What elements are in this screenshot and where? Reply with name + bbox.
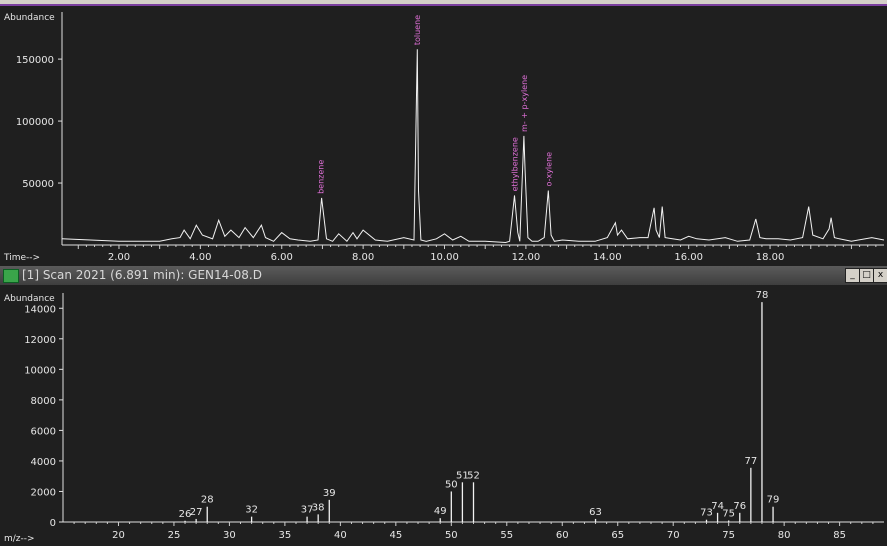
tic-peak-label: m- + p-xylene — [520, 75, 529, 132]
mass-spectrum-panel[interactable]: 14000 12000 10000 8000 6000 4000 2000 0 20 25 30 35… — [0, 285, 887, 546]
ms-y-tick-label: 10000 — [24, 365, 56, 376]
tic-x-tick-label: 14.00 — [593, 252, 622, 263]
tic-peak-label: benzene — [316, 160, 325, 194]
ms-y-axis-label: Abundance — [4, 294, 55, 304]
ms-peak-label: 32 — [245, 505, 258, 516]
ms-y-tick-label: 2000 — [31, 487, 56, 498]
spectrum-window-icon — [3, 269, 19, 283]
ms-x-tick-label: 60 — [556, 530, 569, 541]
ms-y-tick-label: 6000 — [31, 426, 56, 437]
tic-x-tick-label: 12.00 — [512, 252, 541, 263]
ms-x-tick-label: 85 — [833, 530, 846, 541]
tic-x-tick-label: 2.00 — [108, 252, 130, 263]
tic-x-tick-label: 18.00 — [756, 252, 785, 263]
spectrum-window-titlebar[interactable]: [1] Scan 2021 (6.891 min): GEN14-08.D _ … — [0, 266, 887, 285]
maximize-button[interactable]: □ — [859, 268, 874, 283]
tic-y-axis-label: Abundance — [4, 13, 55, 23]
ms-x-tick-label: 40 — [334, 530, 347, 541]
tic-x-tick-label: 4.00 — [189, 252, 211, 263]
tic-y-tick-label: 50000 — [22, 179, 54, 190]
ms-peak-label: 75 — [722, 508, 735, 519]
ms-x-tick-label: 20 — [112, 530, 125, 541]
tic-peak-label: ethylbenzene — [511, 137, 520, 191]
tic-x-tick-label: 6.00 — [271, 252, 293, 263]
tic-peak-label: toluene — [413, 15, 422, 45]
tic-x-tick-label: 10.00 — [430, 252, 459, 263]
ms-peak-label: 49 — [434, 506, 447, 517]
ms-x-tick-label: 65 — [611, 530, 624, 541]
ms-peak-label: 38 — [312, 502, 325, 513]
tic-trace — [61, 49, 885, 244]
ms-x-tick-label: 55 — [500, 530, 513, 541]
ms-peak-label: 63 — [589, 507, 602, 518]
ms-x-tick-label: 30 — [223, 530, 236, 541]
ms-peak-label: 28 — [201, 495, 214, 506]
ms-x-tick-label: 35 — [279, 530, 292, 541]
ms-x-tick-label: 50 — [445, 530, 458, 541]
ms-peak-label: 26 — [179, 509, 192, 520]
minimize-button[interactable]: _ — [845, 268, 860, 283]
ms-y-tick-label: 4000 — [31, 457, 56, 468]
ms-peak-label: 77 — [744, 456, 757, 467]
ms-y-tick-label: 8000 — [31, 396, 56, 407]
ms-x-tick-label: 45 — [389, 530, 402, 541]
chromatogram-panel[interactable]: 150000 100000 50000 2.00 4.00 6.00 8.00 10.00 12… — [0, 4, 887, 266]
tic-x-tick-label: 8.00 — [352, 252, 374, 263]
ms-x-tick-label: 70 — [667, 530, 680, 541]
ms-peak-label: 74 — [711, 501, 724, 512]
ms-peak-label: 51 — [456, 470, 469, 481]
tic-x-axis-label: Time--> — [3, 253, 40, 263]
close-button[interactable]: x — [873, 268, 887, 283]
ms-peak-label: 37 — [301, 505, 314, 516]
ms-peak-label: 27 — [190, 507, 203, 518]
ms-peak-label: 78 — [756, 290, 769, 301]
ms-peak-label: 76 — [733, 501, 746, 512]
ms-peak-label: 73 — [700, 508, 713, 519]
ms-x-axis-label: m/z--> — [4, 534, 35, 544]
tic-y-tick-label: 100000 — [16, 117, 54, 128]
mass-spectrum-chart[interactable]: 14000 12000 10000 8000 6000 4000 2000 0 20 25 30 35… — [0, 285, 887, 546]
ms-peak-label: 52 — [467, 470, 480, 481]
ms-y-tick-label: 12000 — [24, 335, 56, 346]
ms-y-tick-label: 14000 — [24, 304, 56, 315]
ms-peak-label: 50 — [445, 479, 458, 490]
tic-x-tick-label: 16.00 — [674, 252, 703, 263]
ms-y-tick-label: 0 — [50, 518, 56, 529]
ms-x-tick-label: 25 — [168, 530, 181, 541]
ms-peak-label: 79 — [767, 495, 780, 506]
spectrum-window-title: [1] Scan 2021 (6.891 min): GEN14-08.D — [22, 268, 262, 282]
tic-y-tick-label: 150000 — [16, 55, 54, 66]
ms-peak-label: 39 — [323, 488, 336, 499]
tic-peak-label: o-xylene — [544, 152, 553, 187]
ms-x-tick-label: 75 — [722, 530, 735, 541]
ms-x-tick-label: 80 — [778, 530, 791, 541]
chromatogram-chart[interactable]: 150000 100000 50000 2.00 4.00 6.00 8.00 10.00 12… — [0, 6, 887, 266]
